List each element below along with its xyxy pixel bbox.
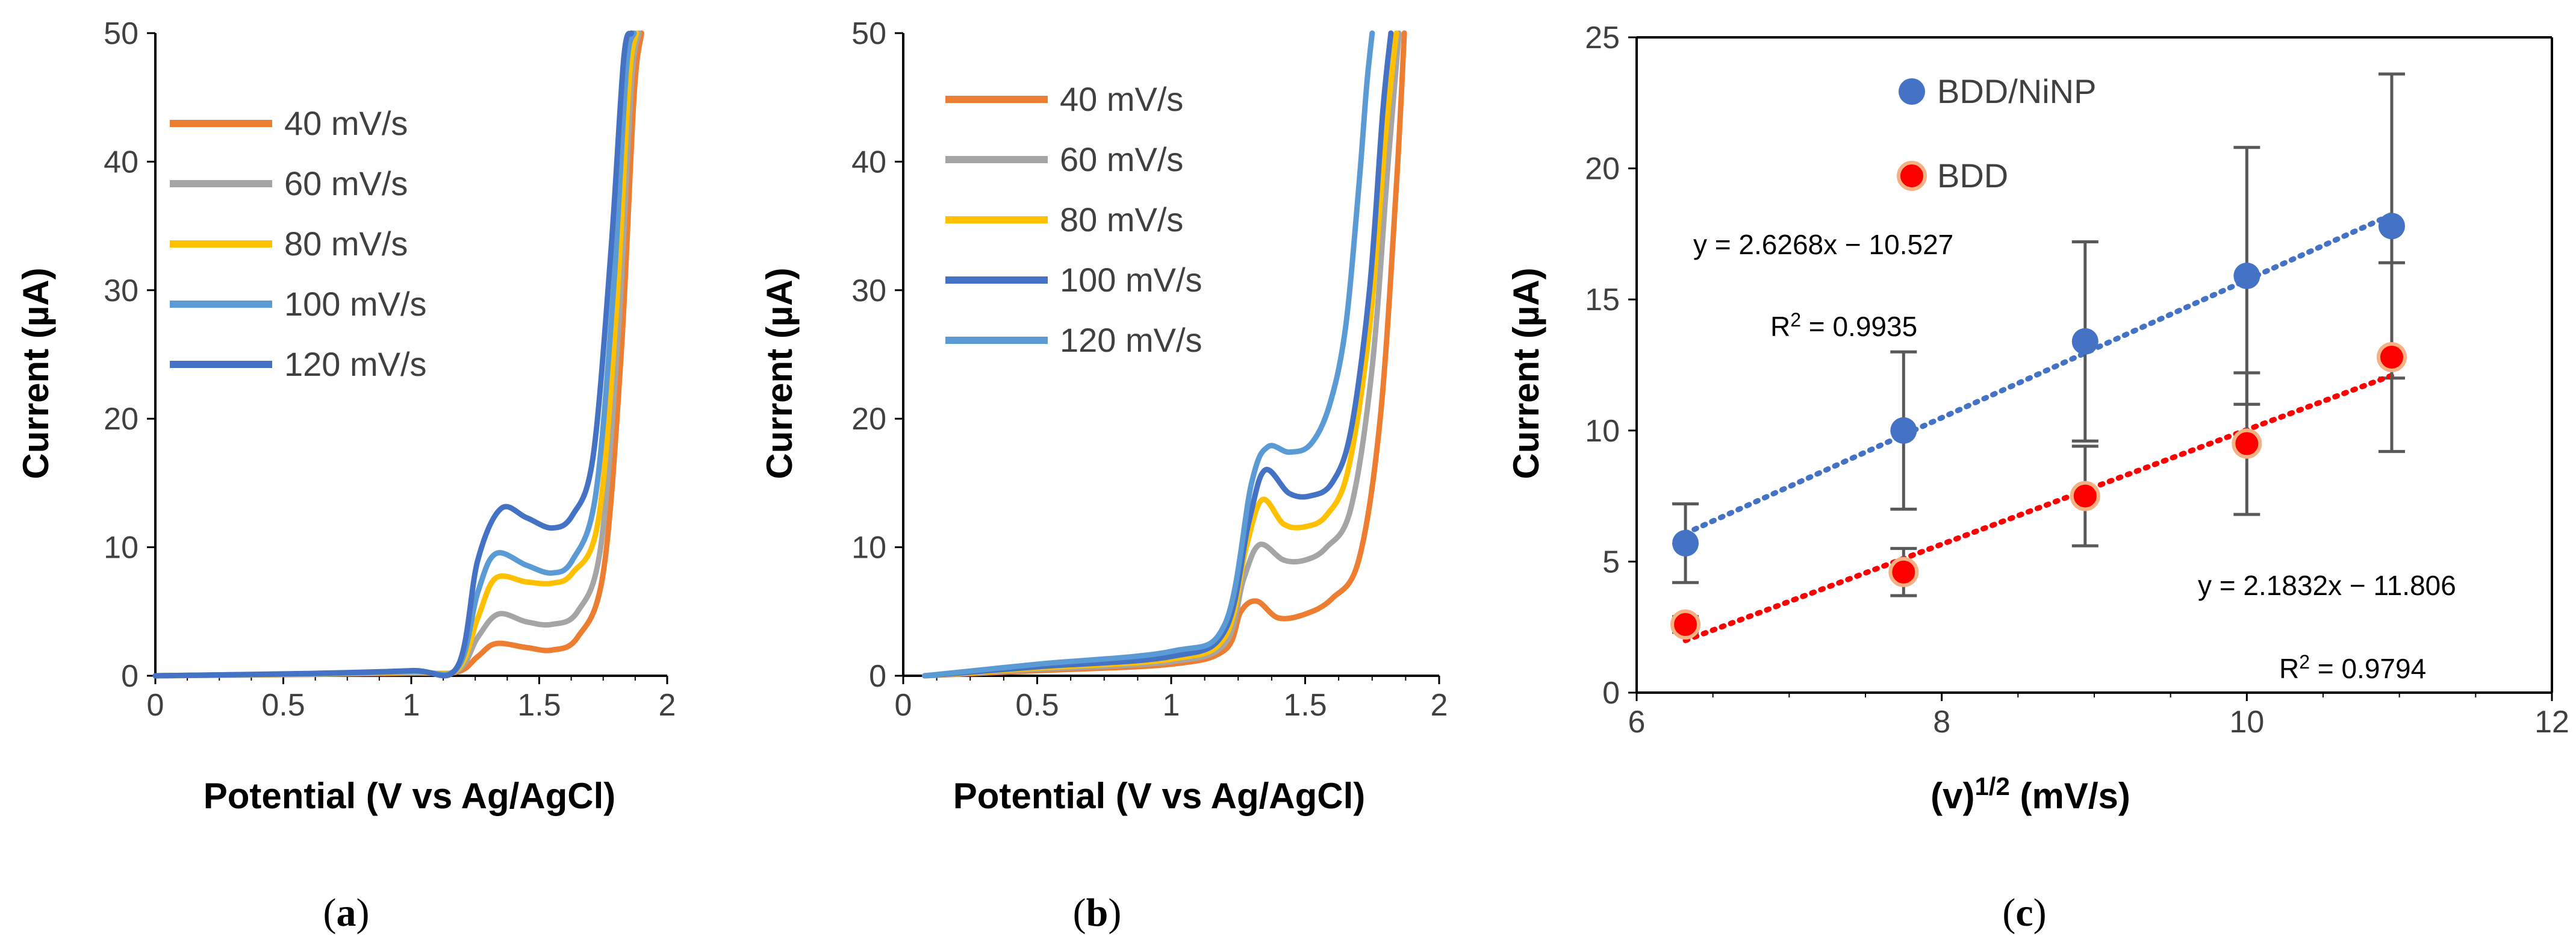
- chart-b-ylabel: Current (µA): [759, 267, 800, 479]
- chart-b-x-tick-label: 0: [895, 688, 912, 723]
- chart-a-legend-label: 120 mV/s: [284, 345, 427, 383]
- chart-b-legend-label: 60 mV/s: [1060, 140, 1183, 178]
- fit-equation-bdd-ninp: y = 2.6268x − 10.527: [1693, 229, 1953, 260]
- chart-a-y-tick-label: 0: [121, 659, 138, 694]
- chart-c-point-bdd-ninp: [1672, 529, 1699, 557]
- chart-c-x-tick-label: 12: [2534, 705, 2569, 740]
- chart-a-legend-label: 80 mV/s: [284, 225, 408, 263]
- chart-a-y-tick-label: 20: [104, 402, 138, 437]
- chart-b-x-tick-label: 1: [1163, 688, 1180, 723]
- chart-b-series-120-mv-s: [922, 30, 1375, 679]
- chart-a: Current (µA) Potential (V vs Ag/AgCl) (a…: [16, 16, 676, 935]
- chart-a-x-tick-label: 2: [659, 688, 676, 723]
- chart-c-y-tick-label: 25: [1585, 20, 1620, 55]
- panel-label-a: (a): [323, 891, 370, 935]
- chart-c-point-bdd: [2377, 341, 2407, 372]
- chart-c-trendline-bdd-ninp: [1682, 211, 2395, 537]
- chart-b-legend-label: 100 mV/s: [1060, 261, 1202, 299]
- chart-a-ylabel: Current (µA): [16, 267, 56, 479]
- chart-b-legend-label: 80 mV/s: [1060, 201, 1183, 239]
- r-squared-bdd-ninp: R2 = 0.9935: [1770, 309, 1917, 342]
- chart-c-legend-label: BDD/NiNP: [1937, 72, 2096, 110]
- chart-c-point-bdd-ninp: [1890, 417, 1917, 444]
- chart-c-legend-marker: [1897, 161, 1927, 191]
- chart-b-series-100-mv-s: [922, 30, 1394, 679]
- r-squared-bdd: R2 = 0.9794: [2279, 651, 2426, 684]
- chart-c-x-tick-label: 6: [1628, 705, 1646, 740]
- chart-b-legend-label: 120 mV/s: [1060, 321, 1202, 359]
- panel-label-b: (b): [1073, 891, 1122, 935]
- chart-c-point-bdd: [1670, 609, 1701, 640]
- chart-a-legend-label: 100 mV/s: [284, 285, 427, 323]
- chart-c-legend-label: BDD: [1937, 157, 2008, 195]
- chart-b: Current (µA) Potential (V vs Ag/AgCl) (b…: [759, 16, 1448, 935]
- chart-c: Current (µA) (v)1/2 (mV/s) (c) y = 2.626…: [1506, 20, 2569, 935]
- chart-b-y-tick-label: 10: [851, 531, 886, 566]
- chart-a-x-tick-label: 1.5: [517, 688, 561, 723]
- chart-a-xlabel: Potential (V vs Ag/AgCl): [204, 776, 616, 816]
- panel-label-c: (c): [2002, 891, 2046, 935]
- chart-b-legend-label: 40 mV/s: [1060, 80, 1183, 118]
- chart-c-point-bdd-ninp: [2071, 328, 2098, 355]
- chart-a-x-tick-label: 1: [403, 688, 420, 723]
- chart-c-point-bdd: [2232, 428, 2262, 459]
- chart-b-y-tick-label: 20: [851, 402, 886, 437]
- chart-c-point-bdd-ninp: [2233, 263, 2260, 290]
- chart-a-y-tick-label: 10: [104, 531, 138, 566]
- chart-b-y-tick-label: 0: [869, 659, 886, 694]
- chart-c-y-tick-label: 10: [1585, 414, 1620, 449]
- chart-c-y-tick-label: 0: [1602, 676, 1620, 711]
- fit-equation-bdd: y = 2.1832x − 11.806: [2198, 570, 2456, 601]
- chart-a-y-tick-label: 50: [104, 16, 138, 51]
- chart-c-y-tick-label: 20: [1585, 152, 1620, 187]
- chart-b-y-tick-label: 30: [851, 273, 886, 308]
- chart-b-xlabel: Potential (V vs Ag/AgCl): [953, 776, 1366, 816]
- chart-c-point-bdd-ninp: [2378, 213, 2405, 240]
- chart-c-x-tick-label: 10: [2229, 705, 2264, 740]
- chart-c-point-bdd: [2070, 481, 2100, 511]
- chart-c-y-tick-label: 5: [1602, 544, 1620, 579]
- chart-c-legend-marker: [1899, 78, 1925, 105]
- chart-a-legend-label: 40 mV/s: [284, 104, 408, 142]
- chart-c-x-tick-label: 8: [1933, 705, 1950, 740]
- chart-a-x-tick-label: 0: [147, 688, 164, 723]
- chart-a-series-120-mv-s: [152, 30, 634, 679]
- chart-c-trendline-bdd: [1682, 372, 2395, 643]
- chart-a-x-tick-label: 0.5: [261, 688, 305, 723]
- chart-b-y-tick-label: 50: [851, 16, 886, 51]
- chart-a-legend-label: 60 mV/s: [284, 164, 408, 202]
- chart-b-x-tick-label: 0.5: [1015, 688, 1059, 723]
- chart-b-x-tick-label: 2: [1431, 688, 1448, 723]
- chart-c-ylabel: Current (µA): [1506, 267, 1546, 479]
- chart-a-y-tick-label: 40: [104, 145, 138, 179]
- chart-c-xlabel: (v)1/2 (mV/s): [1930, 772, 2130, 816]
- chart-c-point-bdd: [1888, 557, 1919, 587]
- chart-b-x-tick-label: 1.5: [1283, 688, 1327, 723]
- chart-b-y-tick-label: 40: [851, 145, 886, 179]
- chart-c-y-tick-label: 15: [1585, 282, 1620, 317]
- chart-a-y-tick-label: 30: [104, 273, 138, 308]
